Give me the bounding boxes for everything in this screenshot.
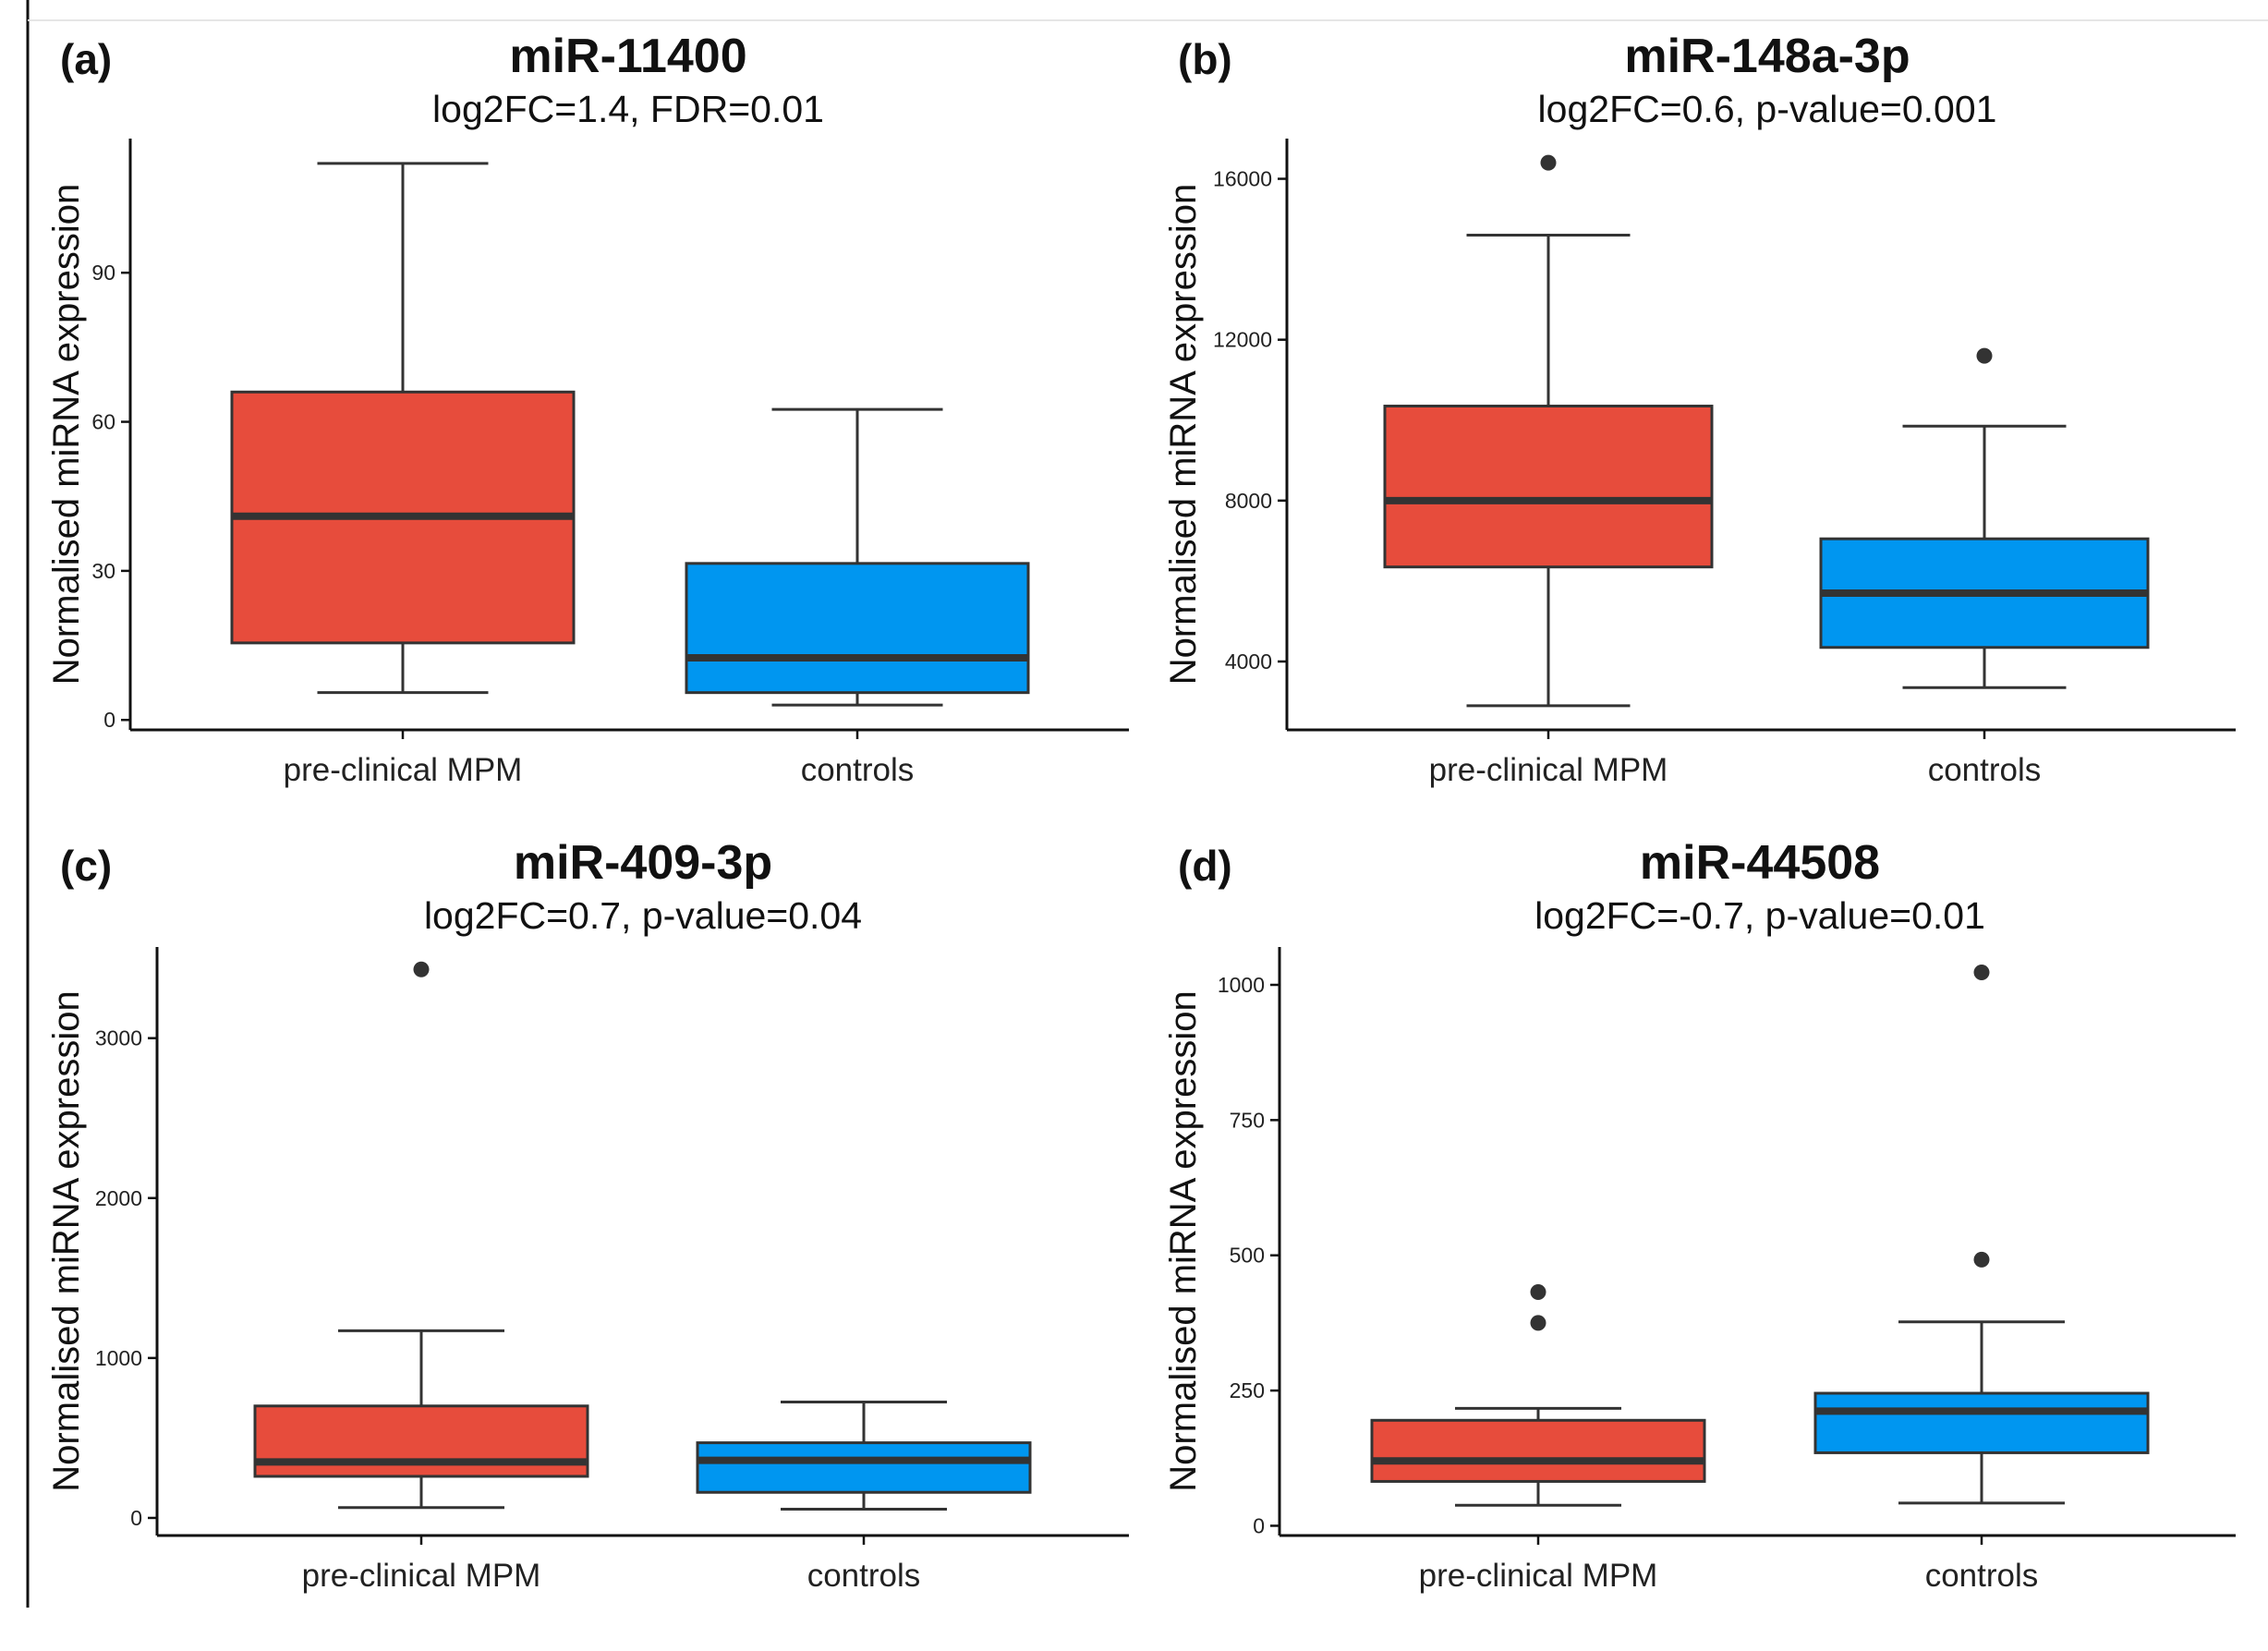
y-tick-label: 0 bbox=[1253, 1513, 1265, 1537]
box-iqr bbox=[1383, 405, 1714, 569]
y-tick-label: 3000 bbox=[95, 1026, 142, 1050]
y-tick-label: 0 bbox=[130, 1506, 142, 1530]
x-tick-label: pre-clinical MPM bbox=[1429, 752, 1668, 788]
outlier-point bbox=[1973, 1251, 1990, 1268]
y-tick-label: 0 bbox=[103, 708, 115, 732]
box-iqr bbox=[696, 1441, 1032, 1494]
chart-subtitle: log2FC=0.7, p-value=0.04 bbox=[424, 894, 862, 937]
outlier-point bbox=[1540, 154, 1557, 171]
y-tick-label: 750 bbox=[1230, 1108, 1265, 1132]
y-tick-label: 12000 bbox=[1213, 328, 1272, 352]
chart-panel-1: (a) miR-11400 log2FC=1.4, FDR=0.01 Normalis… bbox=[46, 30, 1129, 788]
y-tick-label: 8000 bbox=[1225, 489, 1272, 513]
x-tick-label: pre-clinical MPM bbox=[284, 752, 523, 788]
x-tick-label: pre-clinical MPM bbox=[1419, 1558, 1658, 1594]
x-tick-label: controls bbox=[807, 1558, 921, 1594]
box-iqr bbox=[685, 562, 1030, 695]
panel-label: (d) bbox=[1178, 842, 1232, 890]
y-tick-label: 4000 bbox=[1225, 649, 1272, 674]
outlier-point bbox=[1973, 965, 1990, 981]
chart-subtitle: log2FC=0.6, p-value=0.001 bbox=[1538, 88, 1997, 130]
chart-title: miR-148a-3p bbox=[1624, 30, 1910, 83]
chart-title: miR-409-3p bbox=[514, 836, 772, 890]
box-iqr bbox=[1370, 1418, 1706, 1483]
outlier-point bbox=[1530, 1315, 1546, 1331]
y-tick-label: 30 bbox=[91, 559, 115, 583]
box-iqr bbox=[1813, 1391, 2150, 1454]
y-tick-label: 16000 bbox=[1213, 167, 1272, 191]
y-tick-label: 90 bbox=[91, 261, 115, 285]
y-tick-label: 250 bbox=[1230, 1378, 1265, 1402]
outlier-point bbox=[413, 961, 430, 977]
panel-label: (c) bbox=[60, 842, 112, 890]
chart-title: miR-44508 bbox=[1640, 836, 1880, 890]
x-tick-label: controls bbox=[1925, 1558, 2039, 1594]
x-tick-label: controls bbox=[801, 752, 915, 788]
y-axis-label: Normalised miRNA expression bbox=[46, 990, 87, 1491]
chart-title: miR-11400 bbox=[509, 30, 746, 83]
outlier-point bbox=[1976, 347, 1993, 364]
x-tick-label: pre-clinical MPM bbox=[302, 1558, 541, 1594]
y-axis-label: Normalised miRNA expression bbox=[46, 184, 87, 685]
panel-label: (b) bbox=[1178, 35, 1232, 83]
y-tick-label: 60 bbox=[91, 410, 115, 434]
outlier-point bbox=[1530, 1284, 1546, 1301]
y-tick-label: 500 bbox=[1230, 1244, 1265, 1268]
y-tick-label: 1000 bbox=[1218, 973, 1265, 997]
y-axis-label: Normalised miRNA expression bbox=[1163, 990, 1204, 1491]
chart-subtitle: log2FC=1.4, FDR=0.01 bbox=[432, 88, 824, 130]
chart-panel-2: (b) miR-148a-3p log2FC=0.6, p-value=0.001 N… bbox=[1163, 30, 2236, 788]
y-tick-label: 1000 bbox=[95, 1346, 142, 1370]
chart-subtitle: log2FC=-0.7, p-value=0.01 bbox=[1534, 894, 1985, 937]
x-tick-label: controls bbox=[1928, 752, 2042, 788]
box-iqr bbox=[253, 1404, 589, 1478]
y-tick-label: 2000 bbox=[95, 1186, 142, 1210]
y-axis-label: Normalised miRNA expression bbox=[1163, 184, 1204, 685]
panel-label: (a) bbox=[60, 35, 112, 83]
